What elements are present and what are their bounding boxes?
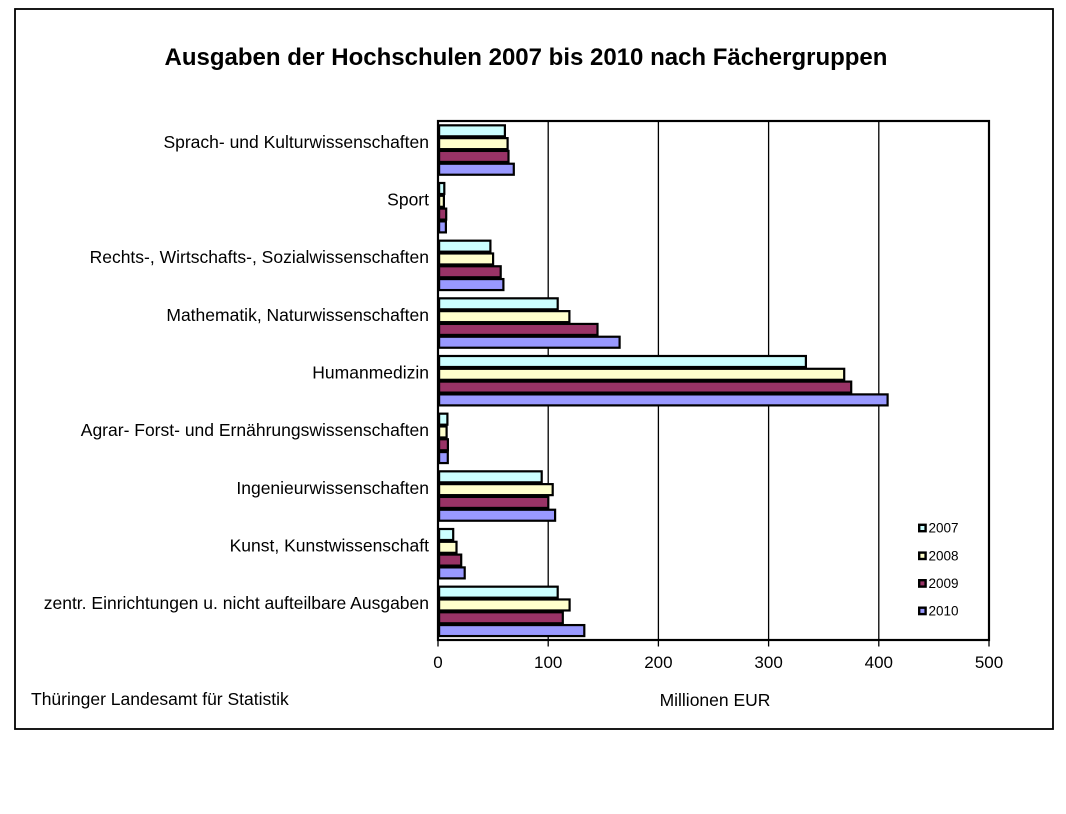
svg-text:300: 300 — [754, 653, 782, 672]
svg-text:400: 400 — [865, 653, 893, 672]
svg-text:Agrar- Forst- und Ernährungswi: Agrar- Forst- und Ernährungswissenschaft… — [81, 420, 429, 440]
svg-text:Thüringer Landesamt für Statis: Thüringer Landesamt für Statistik — [31, 689, 289, 709]
svg-text:2009: 2009 — [929, 576, 959, 591]
svg-text:Rechts-, Wirtschafts-, Sozialw: Rechts-, Wirtschafts-, Sozialwissenschaf… — [90, 247, 429, 267]
svg-text:Millionen EUR: Millionen EUR — [660, 690, 771, 710]
svg-text:2007: 2007 — [929, 521, 959, 536]
svg-text:Ingenieurwissenschaften: Ingenieurwissenschaften — [236, 478, 429, 498]
svg-text:200: 200 — [644, 653, 672, 672]
svg-text:Humanmedizin: Humanmedizin — [312, 363, 429, 383]
svg-text:2010: 2010 — [929, 604, 959, 619]
svg-text:Mathematik, Naturwissenschafte: Mathematik, Naturwissenschaften — [166, 305, 429, 325]
svg-text:Sprach- und Kulturwissenschaft: Sprach- und Kulturwissenschaften — [163, 132, 429, 152]
svg-text:Ausgaben der Hochschulen 2007: Ausgaben der Hochschulen 2007 bis 2010 n… — [165, 44, 888, 71]
svg-text:0: 0 — [433, 653, 442, 672]
svg-text:2008: 2008 — [929, 549, 959, 564]
svg-text:500: 500 — [975, 653, 1003, 672]
svg-text:zentr. Einrichtungen u. nicht: zentr. Einrichtungen u. nicht aufteilbar… — [44, 593, 429, 613]
svg-text:100: 100 — [534, 653, 562, 672]
svg-text:Kunst, Kunstwissenschaft: Kunst, Kunstwissenschaft — [230, 536, 430, 556]
svg-text:Sport: Sport — [387, 190, 429, 210]
